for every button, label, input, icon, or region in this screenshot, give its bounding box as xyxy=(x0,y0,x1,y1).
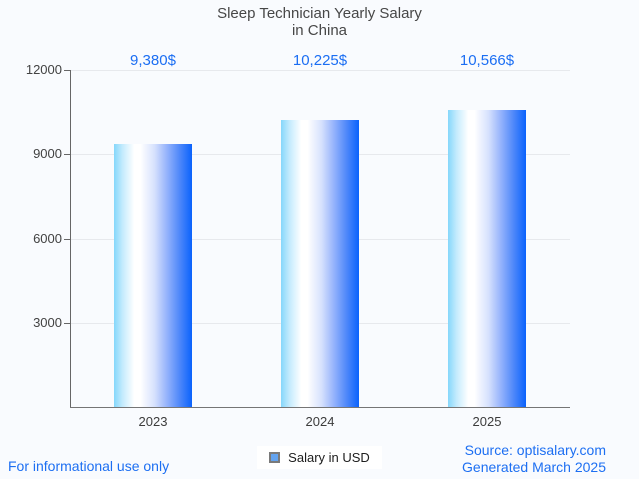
legend-label: Salary in USD xyxy=(288,450,370,465)
footer-source-line2: Generated March 2025 xyxy=(462,459,606,475)
y-axis-label: 3000 xyxy=(33,315,62,330)
y-tick-9000 xyxy=(64,154,70,155)
y-tick-3000 xyxy=(64,323,70,324)
bar-2024 xyxy=(281,120,359,407)
y-tick-12000 xyxy=(64,70,70,71)
legend-swatch-icon xyxy=(269,452,281,463)
legend: Salary in USD xyxy=(0,446,639,469)
bar-2023 xyxy=(114,144,192,407)
footer-source-line1: Source: optisalary.com xyxy=(464,442,606,458)
chart-title-line2: in China xyxy=(291,22,348,39)
x-axis-line xyxy=(70,407,570,408)
chart-title-line1: Sleep Technician Yearly Salary xyxy=(217,5,422,22)
bar-value-label: 10,566$ xyxy=(459,52,515,69)
footer-source: Source: optisalary.com Generated March 2… xyxy=(462,442,606,476)
gridline-12000 xyxy=(70,70,570,71)
x-axis-label: 2023 xyxy=(138,414,168,429)
y-axis-line xyxy=(70,70,71,407)
x-axis-label: 2025 xyxy=(472,414,502,429)
bar-value-label: 9,380$ xyxy=(130,52,176,69)
bar-value-label: 10,225$ xyxy=(292,52,348,69)
legend-item-salary-usd: Salary in USD xyxy=(257,446,382,469)
y-axis-label: 6000 xyxy=(33,231,62,246)
chart-title: Sleep Technician Yearly Salary in China xyxy=(0,5,639,39)
bar-2025 xyxy=(448,110,526,407)
y-axis-label: 9000 xyxy=(33,146,62,161)
y-axis-label: 12000 xyxy=(25,62,62,77)
footer-disclaimer: For informational use only xyxy=(8,458,170,474)
y-tick-6000 xyxy=(64,239,70,240)
x-axis-label: 2024 xyxy=(305,414,335,429)
